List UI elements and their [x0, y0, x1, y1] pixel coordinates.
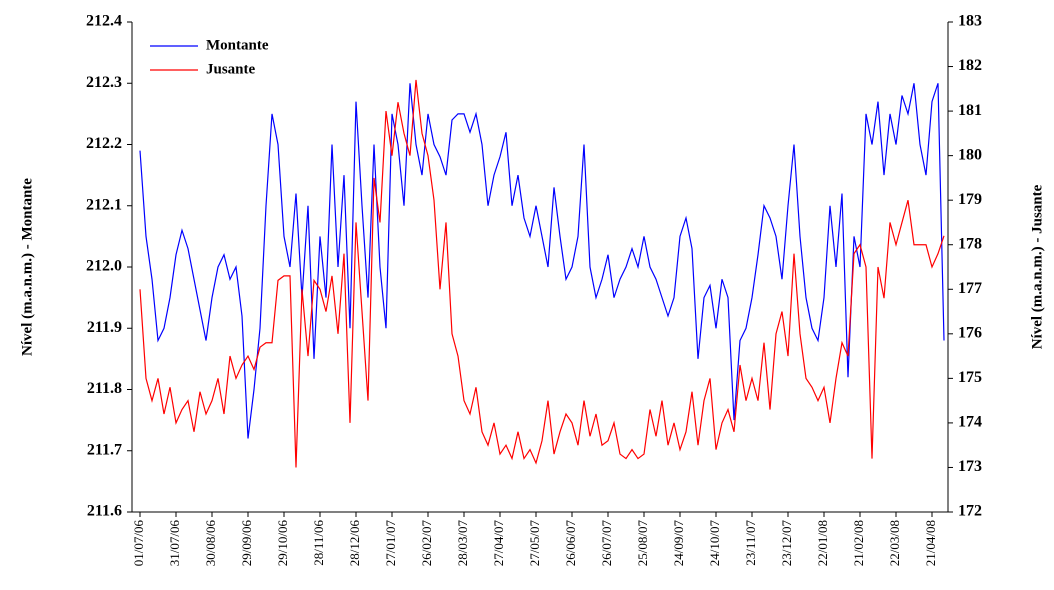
- x-tick-label: 26/07/07: [599, 520, 614, 567]
- y-tick-label: 211.9: [87, 319, 122, 336]
- y2-tick-label: 176: [958, 324, 982, 341]
- x-tick-label: 29/10/06: [275, 520, 290, 567]
- y-tick-label: 211.8: [87, 380, 122, 397]
- y2-tick-label: 172: [958, 503, 982, 520]
- y-tick-label: 212.2: [86, 135, 122, 152]
- y2-tick-label: 174: [958, 414, 982, 431]
- x-tick-label: 24/10/07: [707, 520, 722, 567]
- x-tick-label: 28/11/06: [311, 520, 326, 566]
- x-tick-label: 28/03/07: [455, 520, 470, 567]
- y2-tick-label: 177: [958, 280, 982, 297]
- x-tick-label: 26/06/07: [563, 520, 578, 567]
- y2-tick-label: 173: [958, 458, 982, 475]
- x-tick-label: 26/02/07: [419, 520, 434, 567]
- y2-tick-label: 183: [958, 13, 982, 30]
- y-tick-label: 212.3: [86, 74, 122, 91]
- y2-tick-label: 175: [958, 369, 982, 386]
- y2-tick-label: 179: [958, 191, 982, 208]
- x-tick-label: 21/02/08: [851, 520, 866, 566]
- x-tick-label: 31/07/06: [167, 520, 182, 567]
- legend-label: Montante: [206, 37, 269, 53]
- y2-tick-label: 180: [958, 146, 982, 163]
- x-tick-label: 27/01/07: [383, 520, 398, 567]
- x-tick-label: 27/04/07: [491, 520, 506, 567]
- y-tick-label: 212.0: [86, 258, 122, 275]
- x-tick-label: 30/08/06: [203, 520, 218, 567]
- data-line: [139, 79, 945, 468]
- y-tick-label: 211.7: [87, 441, 122, 458]
- x-tick-label: 22/03/08: [887, 520, 902, 566]
- y-tick-label: 212.4: [86, 13, 122, 30]
- x-tick-label: 23/12/07: [779, 520, 794, 567]
- x-tick-label: 22/01/08: [815, 520, 830, 566]
- y-tick-label: 211.6: [87, 503, 122, 520]
- y2-tick-label: 182: [958, 57, 982, 74]
- legend-label: Jusante: [206, 61, 256, 77]
- x-tick-label: 29/09/06: [239, 520, 254, 567]
- y-axis-label: Nível (m.a.n.m.) - Montante: [19, 178, 35, 356]
- y-tick-label: 212.1: [86, 196, 122, 213]
- x-tick-label: 23/11/07: [743, 520, 758, 566]
- x-tick-label: 24/09/07: [671, 520, 686, 567]
- x-tick-label: 25/08/07: [635, 520, 650, 567]
- x-tick-label: 01/07/06: [131, 520, 146, 567]
- x-tick-label: 28/12/06: [347, 520, 362, 567]
- y2-tick-label: 178: [958, 235, 982, 252]
- data-line: [139, 83, 945, 439]
- x-tick-label: 21/04/08: [923, 520, 938, 566]
- y2-axis-label: Nível (m.a.n.m.) - Jusante: [1029, 184, 1045, 349]
- y2-tick-label: 181: [958, 102, 982, 119]
- x-tick-label: 27/05/07: [527, 520, 542, 567]
